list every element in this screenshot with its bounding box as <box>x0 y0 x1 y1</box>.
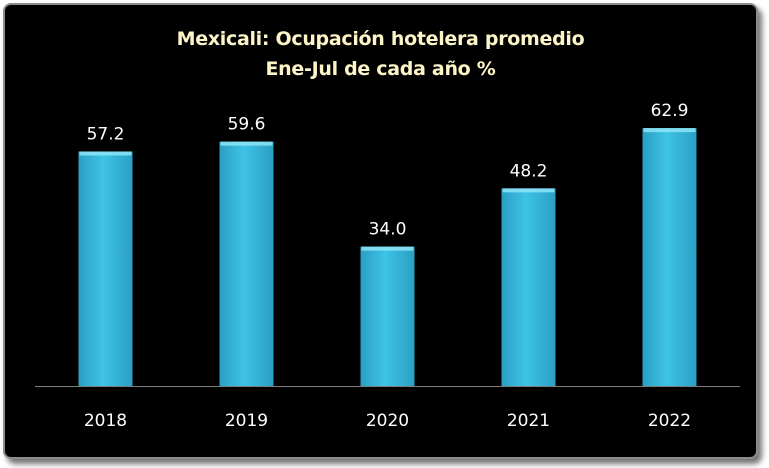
x-tick-label-2018: 2018 <box>84 411 127 431</box>
x-tick-label-2021: 2021 <box>507 411 550 431</box>
bar-2022 <box>642 128 697 387</box>
bar-bevel-2022 <box>643 128 696 133</box>
x-tick-label-2022: 2022 <box>648 411 691 431</box>
data-label-2020: 34.0 <box>369 220 407 240</box>
bar-chart: 57.2 59.6 34.0 48.2 62.9 2018 2019 2020 2021 202… <box>35 101 740 431</box>
data-label-2018: 57.2 <box>87 124 125 144</box>
bar-bevel-2020 <box>361 246 414 251</box>
x-tick-label-2020: 2020 <box>366 411 409 431</box>
data-label-2021: 48.2 <box>510 161 548 181</box>
data-label-2022: 62.9 <box>651 101 689 121</box>
x-tick-label-2019: 2019 <box>225 411 268 431</box>
chart-subtitle: Ene-Jul de cada año % <box>265 58 496 80</box>
data-label-2019: 59.6 <box>228 115 266 135</box>
bar-2018 <box>78 151 133 386</box>
bar-2019 <box>219 141 274 386</box>
chart-frame: Mexicali: Ocupación hotelera promedio En… <box>3 3 758 459</box>
bar-2021 <box>501 188 556 386</box>
bar-2020 <box>360 246 415 386</box>
chart-title: Mexicali: Ocupación hotelera promedio <box>176 28 585 50</box>
bar-bevel-2019 <box>220 141 273 146</box>
bar-bevel-2018 <box>79 151 132 156</box>
bar-bevel-2021 <box>502 188 555 193</box>
